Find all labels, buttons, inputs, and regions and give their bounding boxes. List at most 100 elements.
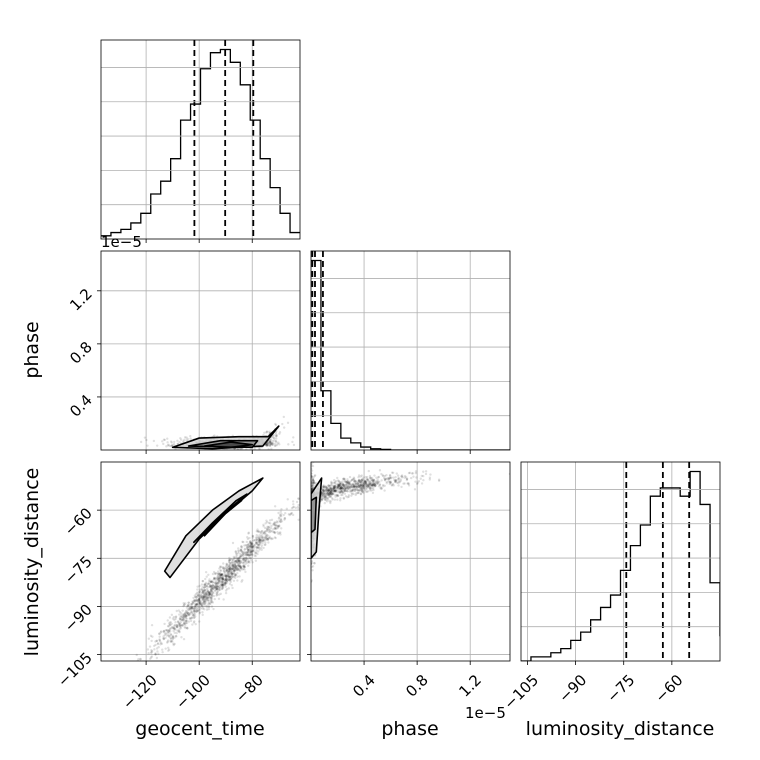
ld-ph-sample: [328, 484, 332, 488]
ld-ph-sample: [322, 485, 326, 488]
ld-ph-sample: [357, 479, 361, 482]
ld-ph-sample: [361, 484, 365, 488]
ld-geo-sample: [270, 537, 273, 541]
ld-ph-sample: [340, 490, 343, 493]
ld-geo-sample: [175, 631, 178, 635]
ld-geo-sample: [219, 574, 222, 578]
clip-00-content: [101, 40, 300, 239]
ld-geo-sample: [228, 564, 231, 567]
ld-geo-sample: [207, 591, 211, 595]
ld-geo-sample: [249, 556, 253, 560]
ld-geo-sample: [297, 497, 300, 500]
ld-ph-sample: [413, 488, 417, 491]
ld-geo-sample: [203, 595, 206, 598]
ph-geo-sample: [265, 430, 269, 433]
ld-geo-sample: [217, 576, 221, 580]
ld-ph-sample: [361, 483, 365, 486]
ld-ph-sample: [325, 486, 329, 489]
ld-ph-sample: [369, 484, 373, 487]
ld-ph-sample: [340, 493, 343, 497]
ld-geo-sample: [205, 584, 209, 588]
ld-geo-sample: [168, 629, 172, 633]
ld-geo-sample: [274, 521, 277, 525]
ld-geo-sample: [204, 593, 208, 597]
ld-geo-sample: [223, 581, 227, 585]
ld-geo-sample: [189, 619, 193, 623]
ld-geo-sample: [194, 603, 198, 606]
ld-geo-sample: [256, 530, 259, 533]
ld-geo-sample: [182, 613, 185, 617]
ld-geo-sample: [214, 588, 218, 591]
ld-ph-sample: [343, 489, 346, 492]
ld-ph-sample: [363, 482, 366, 486]
ld-geo-sample: [198, 601, 202, 604]
ld-geo-sample: [231, 564, 234, 567]
ld-ph-sample: [373, 484, 377, 487]
ld-ph-sample: [381, 485, 385, 488]
ld-ph-sample: [332, 492, 335, 496]
ld-ph-sample: [397, 481, 400, 485]
ld-ph-sample: [366, 485, 369, 488]
ld-ph-sample: [370, 489, 373, 492]
ld-ph-sample: [365, 482, 368, 486]
ld-geo-sample: [239, 554, 242, 558]
ph-geo-sample: [271, 441, 274, 445]
ld-geo-sample: [200, 594, 203, 598]
ld-ph-sample: [368, 474, 372, 478]
ld-ph-sample: [342, 497, 346, 500]
ld-geo-sample: [181, 618, 184, 622]
ld-ph-sample: [371, 479, 375, 482]
ld-geo-sample: [215, 583, 218, 586]
ld-ph-sample: [322, 484, 325, 487]
ld-ph-sample: [392, 476, 395, 479]
ld-geo-sample: [258, 538, 262, 542]
ld-geo-sample: [238, 564, 241, 567]
ld-ph-sample: [350, 489, 354, 493]
ld-ph-sample: [344, 480, 347, 483]
ld-ph-sample: [339, 485, 342, 488]
ld-ph-sample: [357, 476, 360, 479]
ld-geo-sample: [276, 524, 280, 528]
ld-geo-sample: [250, 542, 253, 546]
ld-geo-sample: [237, 560, 241, 563]
ph-geo-core-sample: [266, 443, 269, 447]
ld-ph-sample: [337, 489, 341, 492]
ld-ph-sample: [357, 479, 361, 483]
ld-ph-sample: [345, 483, 349, 486]
ld-ph-sample: [385, 480, 388, 484]
ld-ph-sample: [358, 484, 362, 487]
ph-geo-core-sample: [178, 440, 181, 444]
ld-geo-sample: [234, 567, 237, 570]
ld-ph-sample: [341, 487, 344, 490]
ld-geo-sample: [203, 583, 207, 587]
ld-ph-sample: [414, 471, 418, 475]
ld-geo-sample: [203, 598, 207, 602]
ld-ph-sample: [343, 483, 347, 487]
ld-geo-sample: [204, 570, 208, 574]
ld-ph-sample: [340, 481, 343, 485]
ld-geo-sample: [214, 577, 217, 580]
ld-ph-sample: [334, 483, 337, 486]
ld-geo-sample: [251, 534, 255, 538]
ld-geo-sample: [230, 570, 234, 573]
ld-ph-core-sample: [312, 476, 315, 479]
ld-geo-sample: [211, 587, 214, 591]
ld-ph-sample: [388, 480, 391, 483]
ld-geo-sample: [237, 561, 240, 564]
ld-geo-sample: [245, 544, 248, 547]
ph-geo-core-sample: [275, 443, 279, 447]
ld-hist-xtick-label-2: −75: [603, 671, 638, 706]
ld-geo-sample: [197, 597, 201, 600]
ld-ph-sample: [342, 487, 345, 490]
ld-geo-sample: [266, 538, 269, 541]
ld-geo-sample: [274, 524, 278, 527]
ld-geo-sample: [221, 577, 224, 581]
ld-ph-sample: [326, 490, 329, 494]
ld-geo-sample: [225, 569, 228, 572]
ld-geo-sample: [215, 594, 218, 597]
ld-ph-sample: [422, 470, 425, 473]
ld-geo-sample: [234, 567, 238, 571]
ld-geo-sample: [176, 623, 179, 627]
ld-geo-sample: [212, 587, 215, 591]
ph-geo-core-sample: [276, 442, 279, 445]
